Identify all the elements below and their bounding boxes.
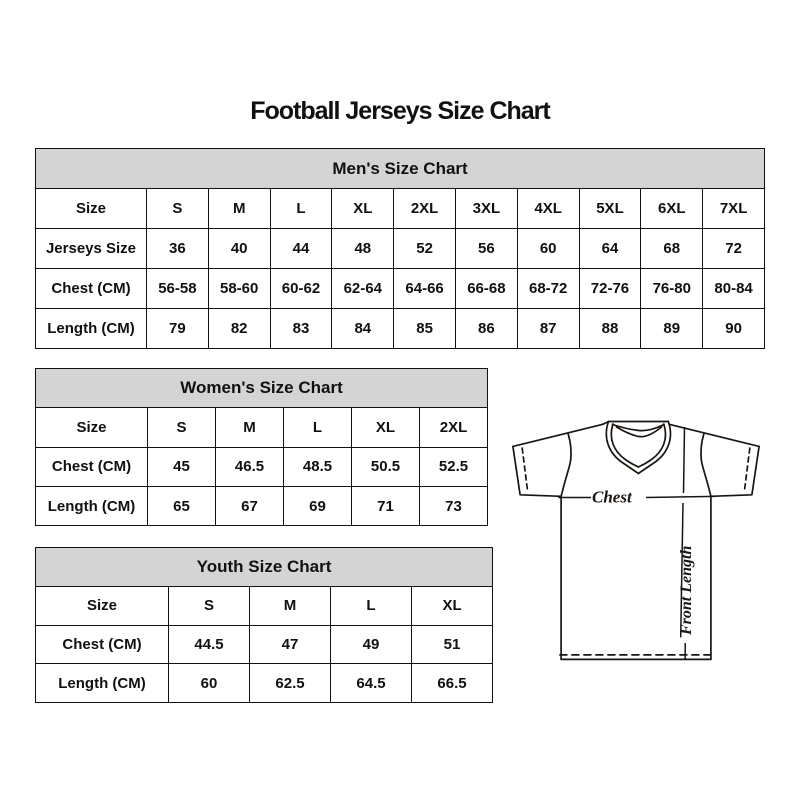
- svg-text:Front Length: Front Length: [678, 546, 695, 636]
- svg-text:Chest: Chest: [592, 488, 633, 507]
